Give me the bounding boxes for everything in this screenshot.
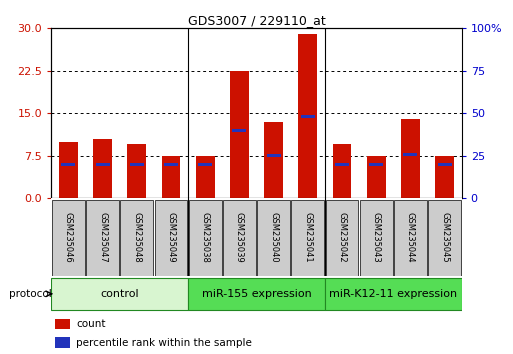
Text: GSM235045: GSM235045 — [440, 212, 449, 263]
Bar — [121, 200, 153, 276]
Bar — [196, 156, 214, 198]
Bar — [86, 200, 119, 276]
Text: control: control — [101, 289, 139, 299]
Text: GSM235040: GSM235040 — [269, 212, 278, 263]
Bar — [164, 163, 178, 166]
Bar — [127, 144, 146, 198]
Text: protocol: protocol — [9, 289, 51, 299]
Bar — [332, 144, 351, 198]
Bar — [154, 200, 187, 276]
Bar — [291, 200, 324, 276]
Text: GSM235039: GSM235039 — [235, 212, 244, 263]
Bar — [130, 163, 144, 166]
Bar — [62, 163, 75, 166]
Text: miR-155 expression: miR-155 expression — [202, 289, 311, 299]
Bar — [198, 163, 212, 166]
Bar — [326, 200, 359, 276]
Bar — [264, 122, 283, 198]
Title: GDS3007 / 229110_at: GDS3007 / 229110_at — [188, 14, 325, 27]
Bar — [367, 156, 386, 198]
Text: GSM235044: GSM235044 — [406, 212, 415, 263]
Bar — [403, 153, 418, 156]
Bar — [335, 163, 349, 166]
Text: GSM235048: GSM235048 — [132, 212, 141, 263]
Text: GSM235041: GSM235041 — [303, 212, 312, 263]
Bar — [189, 200, 222, 276]
Text: GSM235046: GSM235046 — [64, 212, 73, 263]
Text: GSM235049: GSM235049 — [167, 212, 175, 263]
Bar — [51, 278, 188, 310]
Bar — [93, 139, 112, 198]
Bar — [301, 115, 315, 118]
Bar — [369, 163, 383, 166]
Bar — [95, 163, 110, 166]
Bar — [428, 200, 461, 276]
Bar — [257, 200, 290, 276]
Bar — [59, 142, 78, 198]
Bar — [438, 163, 451, 166]
Text: count: count — [76, 319, 106, 329]
Bar — [435, 156, 454, 198]
Bar — [325, 278, 462, 310]
Bar — [52, 200, 85, 276]
Bar — [299, 34, 317, 198]
Bar — [394, 200, 427, 276]
Bar — [55, 337, 70, 348]
Bar — [401, 119, 420, 198]
Bar — [267, 154, 281, 157]
Bar — [230, 71, 249, 198]
Text: GSM235043: GSM235043 — [372, 212, 381, 263]
Bar — [360, 200, 392, 276]
Text: GSM235038: GSM235038 — [201, 212, 210, 263]
Text: GSM235042: GSM235042 — [338, 212, 346, 263]
Bar — [188, 278, 325, 310]
Text: GSM235047: GSM235047 — [98, 212, 107, 263]
Text: miR-K12-11 expression: miR-K12-11 expression — [329, 289, 458, 299]
Bar — [232, 129, 246, 132]
Bar — [223, 200, 256, 276]
Bar — [55, 319, 70, 329]
Text: percentile rank within the sample: percentile rank within the sample — [76, 337, 252, 348]
Bar — [162, 156, 181, 198]
